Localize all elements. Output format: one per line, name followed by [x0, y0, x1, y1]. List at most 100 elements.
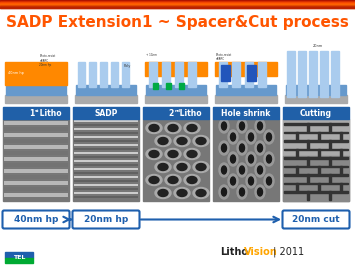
- Ellipse shape: [177, 189, 187, 197]
- Text: Photo-resist: Photo-resist: [39, 54, 55, 58]
- Bar: [284, 165, 348, 167]
- Ellipse shape: [219, 119, 229, 133]
- Bar: [3, 119, 69, 201]
- Bar: [5, 95, 67, 103]
- Bar: [4, 121, 68, 124]
- Bar: [0, 1, 355, 2]
- Bar: [283, 156, 349, 201]
- Bar: [74, 192, 138, 194]
- Bar: [3, 107, 69, 119]
- Bar: [149, 62, 157, 86]
- Ellipse shape: [146, 174, 162, 185]
- Bar: [331, 51, 339, 97]
- Bar: [166, 83, 171, 89]
- Text: + 10nm: + 10nm: [146, 52, 157, 56]
- Ellipse shape: [246, 152, 256, 166]
- Ellipse shape: [219, 163, 229, 177]
- Bar: [245, 62, 253, 86]
- Bar: [0, 0, 355, 1]
- Bar: [74, 124, 138, 126]
- Text: TEL: TEL: [13, 255, 25, 260]
- Text: Poly: Poly: [124, 64, 131, 68]
- Text: Vision: Vision: [244, 247, 278, 257]
- Bar: [74, 156, 138, 158]
- Ellipse shape: [149, 124, 159, 131]
- Text: 1: 1: [29, 109, 34, 118]
- Bar: [4, 133, 68, 136]
- Ellipse shape: [184, 123, 200, 134]
- Text: SADP: SADP: [94, 109, 118, 118]
- FancyBboxPatch shape: [283, 210, 350, 228]
- Bar: [74, 136, 138, 138]
- Bar: [74, 144, 138, 146]
- Bar: [318, 182, 320, 191]
- Bar: [143, 107, 209, 119]
- Bar: [175, 62, 183, 86]
- Bar: [74, 160, 138, 162]
- Bar: [221, 65, 230, 81]
- Ellipse shape: [149, 151, 159, 157]
- Bar: [74, 128, 138, 130]
- Ellipse shape: [196, 189, 206, 197]
- Text: Litho: Litho: [177, 109, 202, 118]
- Ellipse shape: [255, 185, 265, 199]
- Bar: [285, 95, 347, 103]
- Bar: [153, 83, 158, 89]
- Bar: [0, 5, 355, 6]
- Ellipse shape: [187, 124, 197, 131]
- Bar: [100, 62, 107, 86]
- Text: nd: nd: [175, 110, 180, 114]
- Bar: [0, 4, 355, 5]
- Ellipse shape: [193, 161, 209, 172]
- Ellipse shape: [184, 148, 200, 160]
- Bar: [284, 131, 348, 133]
- Bar: [329, 174, 331, 182]
- Bar: [5, 252, 33, 257]
- Bar: [74, 120, 138, 122]
- Bar: [111, 62, 118, 86]
- Bar: [188, 62, 196, 86]
- Ellipse shape: [267, 177, 272, 185]
- Bar: [340, 182, 342, 191]
- Ellipse shape: [155, 135, 171, 147]
- Ellipse shape: [165, 148, 181, 160]
- Bar: [283, 119, 349, 156]
- Ellipse shape: [248, 133, 253, 141]
- Ellipse shape: [246, 174, 256, 188]
- Ellipse shape: [193, 135, 209, 147]
- Ellipse shape: [146, 123, 162, 134]
- Ellipse shape: [149, 177, 159, 184]
- Bar: [329, 123, 331, 131]
- Ellipse shape: [255, 119, 265, 133]
- Ellipse shape: [155, 188, 171, 198]
- Ellipse shape: [165, 123, 181, 134]
- Text: 40nm hp: 40nm hp: [8, 71, 24, 75]
- Ellipse shape: [237, 163, 247, 177]
- Bar: [329, 140, 331, 148]
- Bar: [6, 85, 66, 95]
- Ellipse shape: [219, 185, 229, 199]
- Bar: [307, 174, 308, 182]
- Bar: [307, 157, 308, 165]
- Ellipse shape: [196, 164, 206, 171]
- Ellipse shape: [168, 151, 178, 157]
- Bar: [74, 168, 138, 170]
- Ellipse shape: [248, 177, 253, 185]
- Bar: [74, 180, 138, 182]
- Bar: [162, 62, 170, 86]
- Text: 20nm hp: 20nm hp: [39, 63, 51, 67]
- Bar: [5, 62, 67, 85]
- Bar: [74, 176, 138, 178]
- Bar: [298, 51, 306, 97]
- Ellipse shape: [219, 141, 229, 155]
- Ellipse shape: [230, 177, 235, 185]
- Bar: [283, 107, 349, 119]
- Ellipse shape: [187, 151, 197, 157]
- Bar: [296, 182, 297, 191]
- Ellipse shape: [174, 135, 190, 147]
- Ellipse shape: [174, 188, 190, 198]
- Bar: [74, 164, 138, 166]
- Bar: [284, 123, 348, 124]
- Bar: [5, 257, 33, 263]
- Ellipse shape: [168, 124, 178, 131]
